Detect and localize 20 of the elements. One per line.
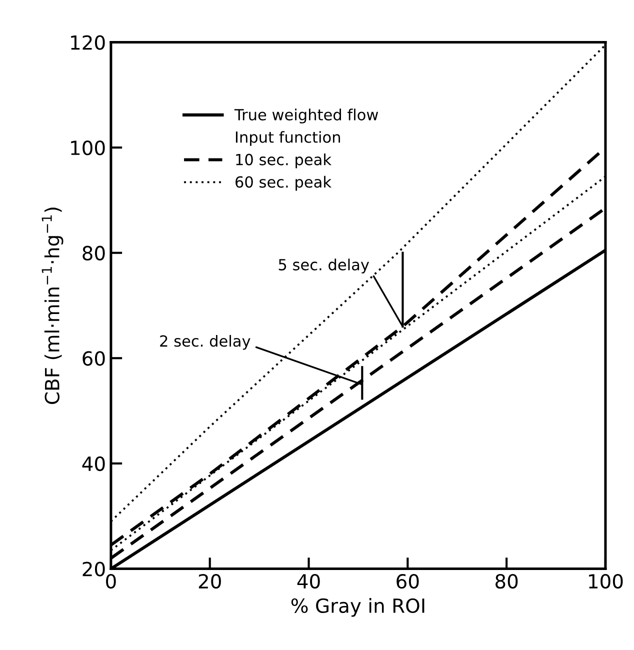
x-axis-title: % Gray in ROI: [291, 598, 424, 617]
y-tick-label: 20: [82, 562, 105, 576]
x-tick-label: 60: [396, 574, 419, 589]
y-tick-label: 120: [71, 35, 105, 50]
annotation: 5 sec. delay: [278, 258, 370, 274]
annotation: 2 sec. delay: [160, 334, 250, 350]
y-tick-label: 80: [82, 246, 105, 261]
x-tick-label: 100: [589, 574, 623, 589]
x-tick-label: 20: [198, 574, 221, 589]
x-tick-label: 40: [297, 574, 320, 589]
y-tick-label: 100: [71, 140, 105, 156]
y-tick-label: 40: [82, 456, 105, 472]
x-tick-label: 80: [496, 574, 518, 589]
legend-label: 60 sec. peak: [236, 176, 332, 191]
legend-title: Input function: [236, 131, 340, 146]
legend-label: 10 sec. peak: [236, 154, 332, 168]
legend-label: True weighted flow: [234, 108, 378, 124]
y-axis-title: CBF (ml·min$^{−1}$·hg$^{−1}$): [42, 208, 64, 404]
y-tick-label: 60: [82, 351, 105, 366]
x-tick-label: 0: [106, 574, 116, 589]
